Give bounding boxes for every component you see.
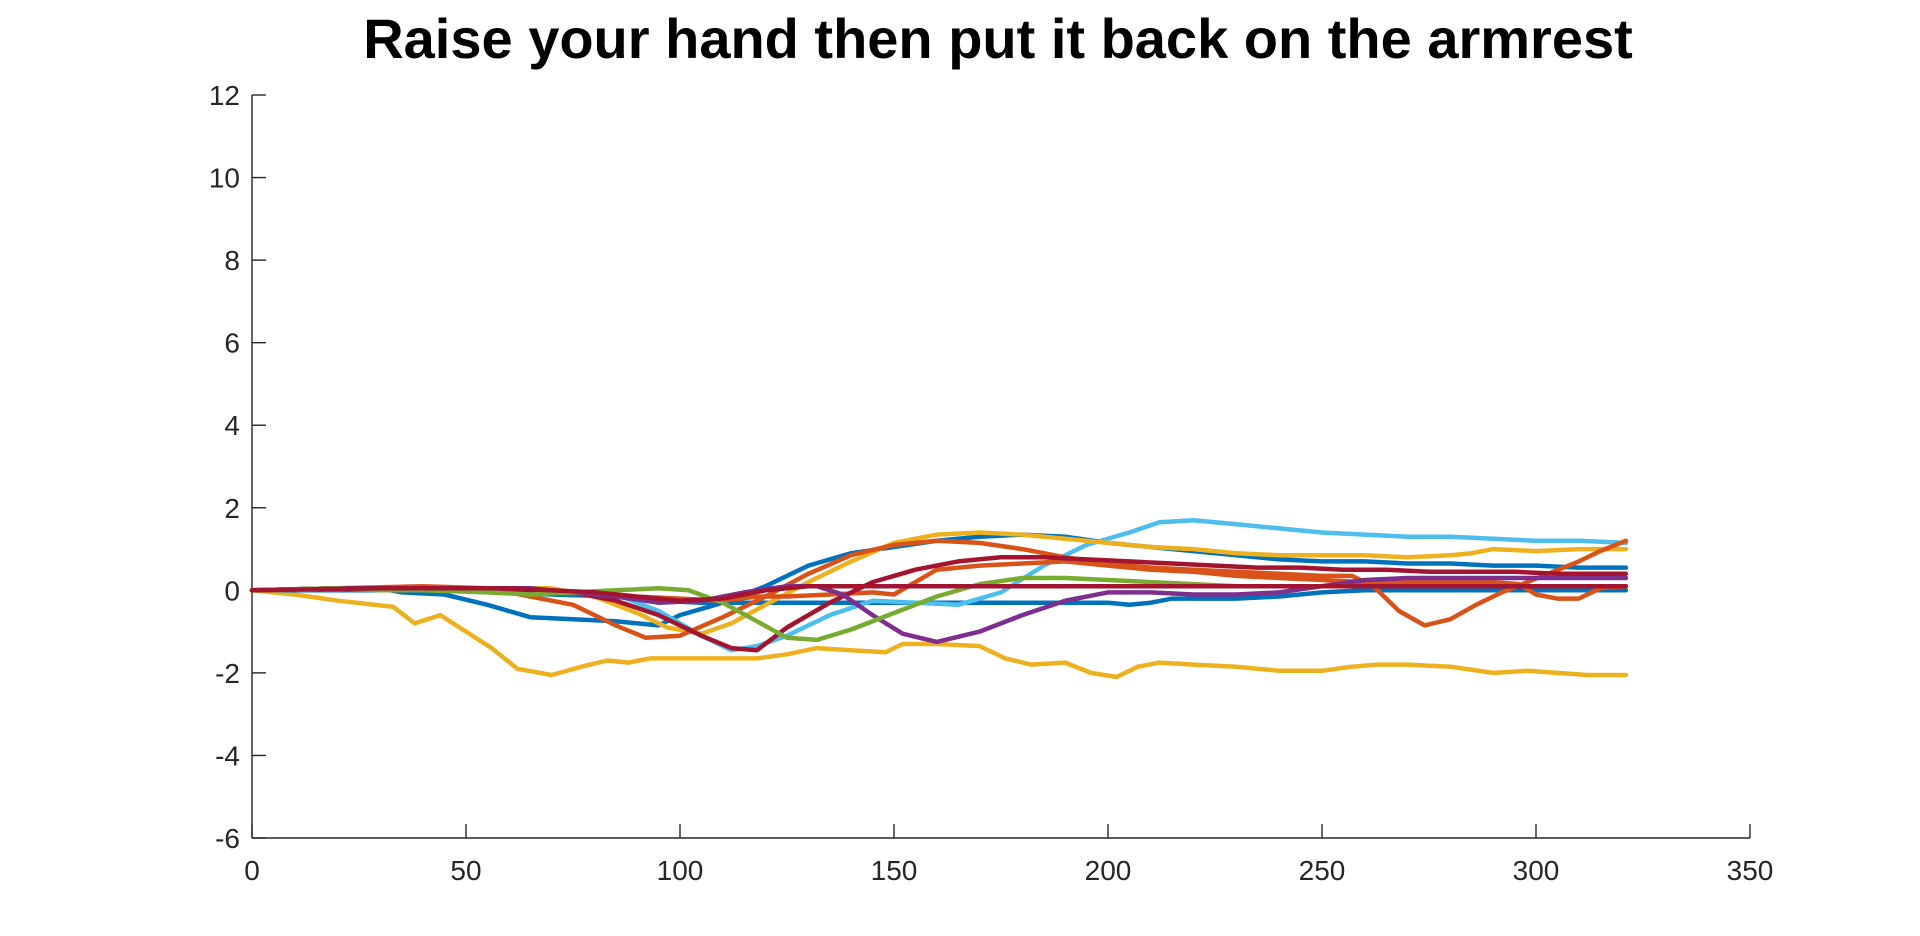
x-tick-label: 0 [244,855,260,886]
series-group [249,517,1629,680]
x-tick-label: 100 [657,855,704,886]
chart-axes: 0 50 100 150 200 250 300 350 -6 -4 -2 0 2 4 6 8 10 12 [209,80,1774,886]
series-line-11 [249,583,1629,603]
x-tick-label: 350 [1727,855,1774,886]
y-tick-label: -6 [215,823,240,854]
y-tick-label: 6 [224,328,240,359]
y-tick-label: 0 [224,575,240,606]
x-tick-label: 200 [1085,855,1132,886]
x-tick-label: 50 [450,855,481,886]
y-tick-label: 4 [224,410,240,441]
y-tick-label: 8 [224,245,240,276]
y-tick-label: 10 [209,163,240,194]
y-tick-label: -2 [215,658,240,689]
x-tick-label: 150 [871,855,918,886]
series-line-5 [249,530,1629,636]
x-tick-label: 250 [1299,855,1346,886]
y-tick-label: 12 [209,80,240,111]
y-tick-label: -4 [215,740,240,771]
y-tick-label: 2 [224,493,240,524]
series-line-8 [249,555,1629,653]
chart-title: Raise your hand then put it back on the … [363,7,1633,70]
x-tick-label: 300 [1513,855,1560,886]
series-line-1 [249,588,1629,680]
